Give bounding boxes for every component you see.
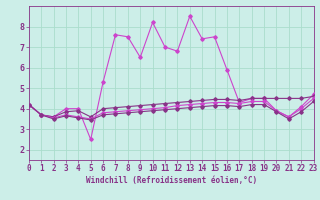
X-axis label: Windchill (Refroidissement éolien,°C): Windchill (Refroidissement éolien,°C): [86, 176, 257, 185]
